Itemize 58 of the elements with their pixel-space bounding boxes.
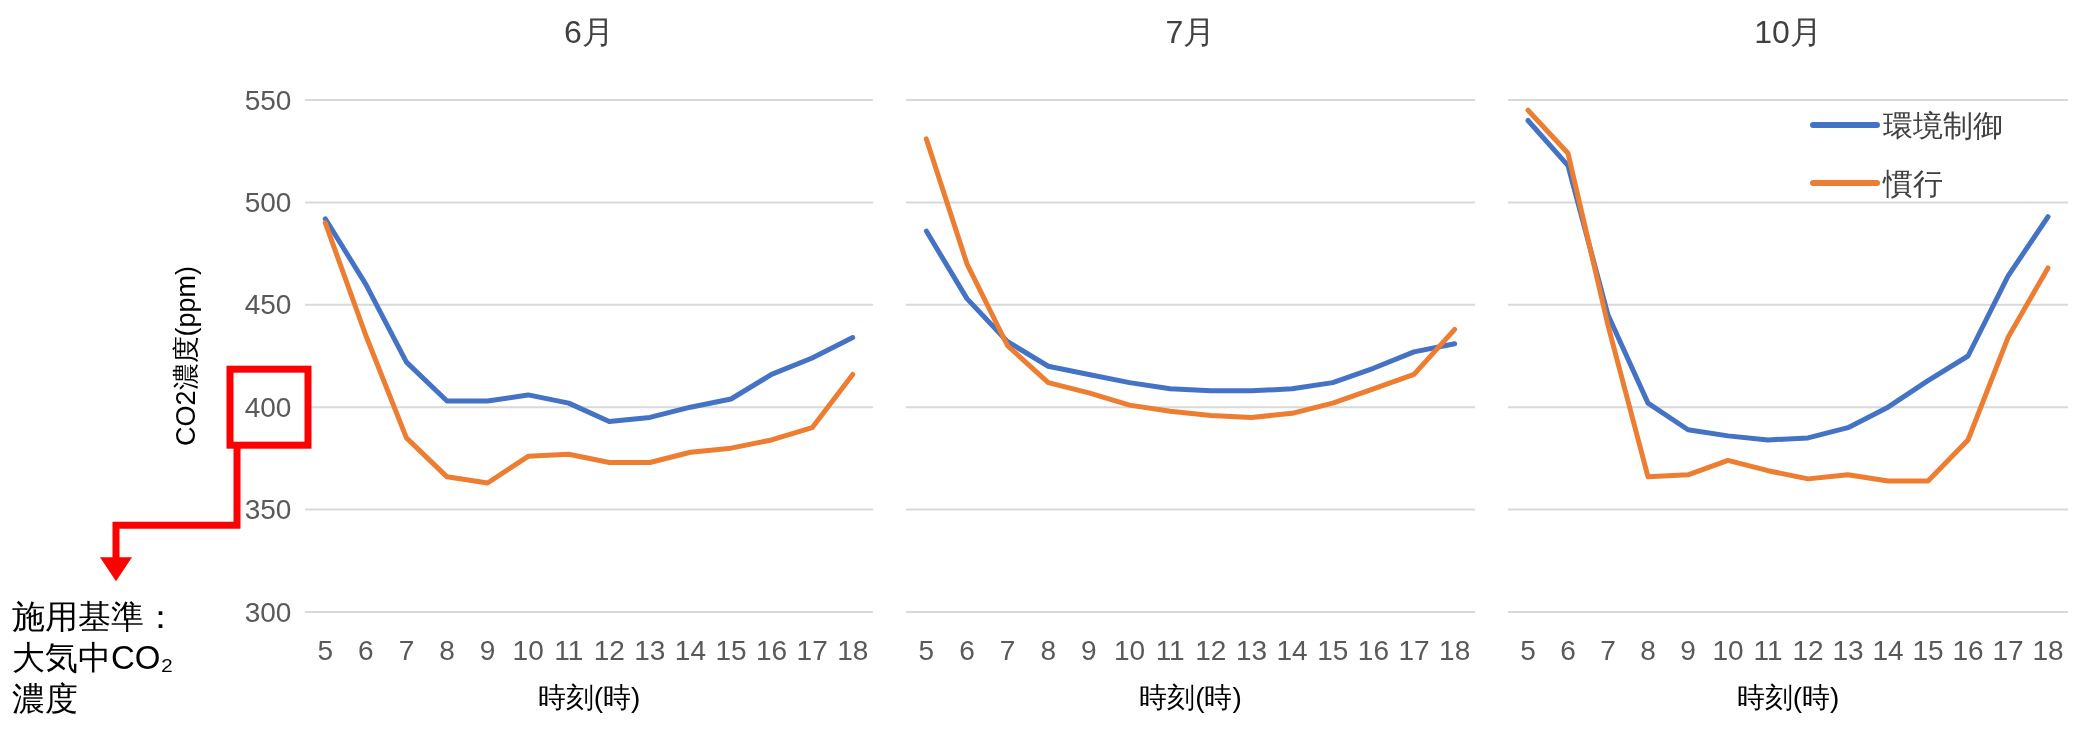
y-tick-label: 450 [244, 289, 292, 321]
x-tick-label: 11 [554, 634, 584, 666]
x-tick-label: 13 [634, 634, 666, 666]
x-tick-label: 8 [439, 634, 455, 666]
x-tick-label: 14 [1276, 634, 1308, 666]
x-axis-title: 時刻(時) [1736, 681, 1840, 713]
x-tick-label: 14 [1872, 634, 1904, 666]
x-tick-label: 16 [1952, 634, 1984, 666]
y-tick-label: 400 [244, 391, 292, 423]
x-tick-label: 8 [1640, 634, 1656, 666]
x-tick-label: 15 [715, 634, 747, 666]
x-tick-label: 5 [918, 634, 935, 666]
y-tick-label: 550 [244, 84, 292, 116]
legend-label: 環境制御 [1883, 108, 2003, 142]
x-tick-label: 9 [1081, 634, 1097, 666]
x-tick-label: 10 [1113, 634, 1146, 666]
x-tick-label: 10 [512, 634, 544, 666]
x-tick-label: 13 [1832, 634, 1864, 666]
x-tick-label: 9 [479, 634, 496, 666]
text: 施用基準：大気中CO₂濃度 [12, 597, 178, 719]
y-axis-title: CO2濃度(ppm) [171, 265, 201, 447]
x-tick-label: 16 [1357, 634, 1389, 666]
y-tick-label: 350 [244, 494, 292, 526]
x-tick-label: 6 [959, 634, 975, 666]
x-tick-label: 17 [796, 634, 828, 666]
x-tick-label: 14 [674, 634, 707, 666]
x-tick-label: 6 [1560, 634, 1576, 666]
x-tick-label: 6 [358, 634, 374, 666]
x-tick-label: 12 [1792, 634, 1824, 666]
x-tick-label: 12 [1195, 634, 1227, 666]
x-tick-label: 7 [398, 634, 415, 666]
x-tick-label: 7 [1600, 634, 1616, 666]
x-tick-label: 16 [755, 634, 788, 666]
x-tick-label: 17 [1992, 634, 2024, 666]
x-tick-label: 5 [317, 634, 334, 666]
y-tick-label: 500 [244, 186, 292, 218]
x-tick-label: 8 [1040, 634, 1057, 666]
x-tick-label: 18 [1439, 634, 1471, 666]
x-tick-label: 15 [1317, 634, 1349, 666]
x-tick-label: 15 [1912, 634, 1944, 666]
x-axis-title: 時刻(時) [537, 681, 641, 713]
legend-label: 慣行 [1882, 166, 1943, 200]
x-tick-label: 17 [1398, 634, 1430, 666]
chart-title: 6月 [564, 14, 614, 50]
x-axis-title: 時刻(時) [1139, 681, 1242, 713]
x-tick-label: 11 [1753, 634, 1783, 666]
x-tick-label: 10 [1712, 634, 1744, 666]
chart-title: 10月 [1754, 14, 1822, 50]
chart-title: 7月 [1165, 14, 1216, 50]
x-tick-label: 11 [1155, 634, 1185, 666]
x-tick-label: 18 [2032, 634, 2064, 666]
x-tick-label: 12 [593, 634, 625, 666]
x-tick-label: 5 [1520, 634, 1536, 666]
x-tick-label: 13 [1235, 634, 1268, 666]
y-tick-label: 300 [244, 596, 292, 628]
x-tick-label: 18 [837, 634, 869, 666]
x-tick-label: 7 [999, 634, 1016, 666]
x-tick-label: 9 [1680, 634, 1696, 666]
